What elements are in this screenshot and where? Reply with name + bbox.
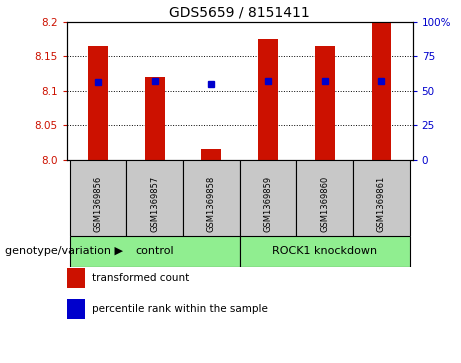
Bar	[145, 77, 165, 160]
Text: GSM1369859: GSM1369859	[264, 176, 272, 232]
Bar	[183, 160, 240, 236]
Text: GSM1369861: GSM1369861	[377, 176, 386, 232]
Text: ROCK1 knockdown: ROCK1 knockdown	[272, 246, 377, 256]
Bar	[258, 39, 278, 160]
Bar	[126, 160, 183, 236]
Bar	[315, 46, 335, 160]
Bar	[353, 160, 410, 236]
Bar	[372, 22, 391, 160]
Text: GSM1369860: GSM1369860	[320, 176, 329, 232]
Text: percentile rank within the sample: percentile rank within the sample	[92, 304, 268, 314]
Bar	[201, 149, 221, 160]
Bar	[88, 46, 108, 160]
Bar	[240, 160, 296, 236]
Text: genotype/variation ▶: genotype/variation ▶	[5, 246, 123, 256]
Text: GSM1369857: GSM1369857	[150, 176, 159, 232]
Text: GSM1369856: GSM1369856	[94, 176, 102, 232]
Text: control: control	[136, 246, 174, 256]
Bar	[70, 236, 240, 267]
Text: transformed count: transformed count	[92, 273, 189, 283]
Text: GSM1369858: GSM1369858	[207, 176, 216, 232]
Bar	[70, 160, 126, 236]
Title: GDS5659 / 8151411: GDS5659 / 8151411	[169, 5, 310, 19]
Bar	[296, 160, 353, 236]
Bar	[240, 236, 410, 267]
